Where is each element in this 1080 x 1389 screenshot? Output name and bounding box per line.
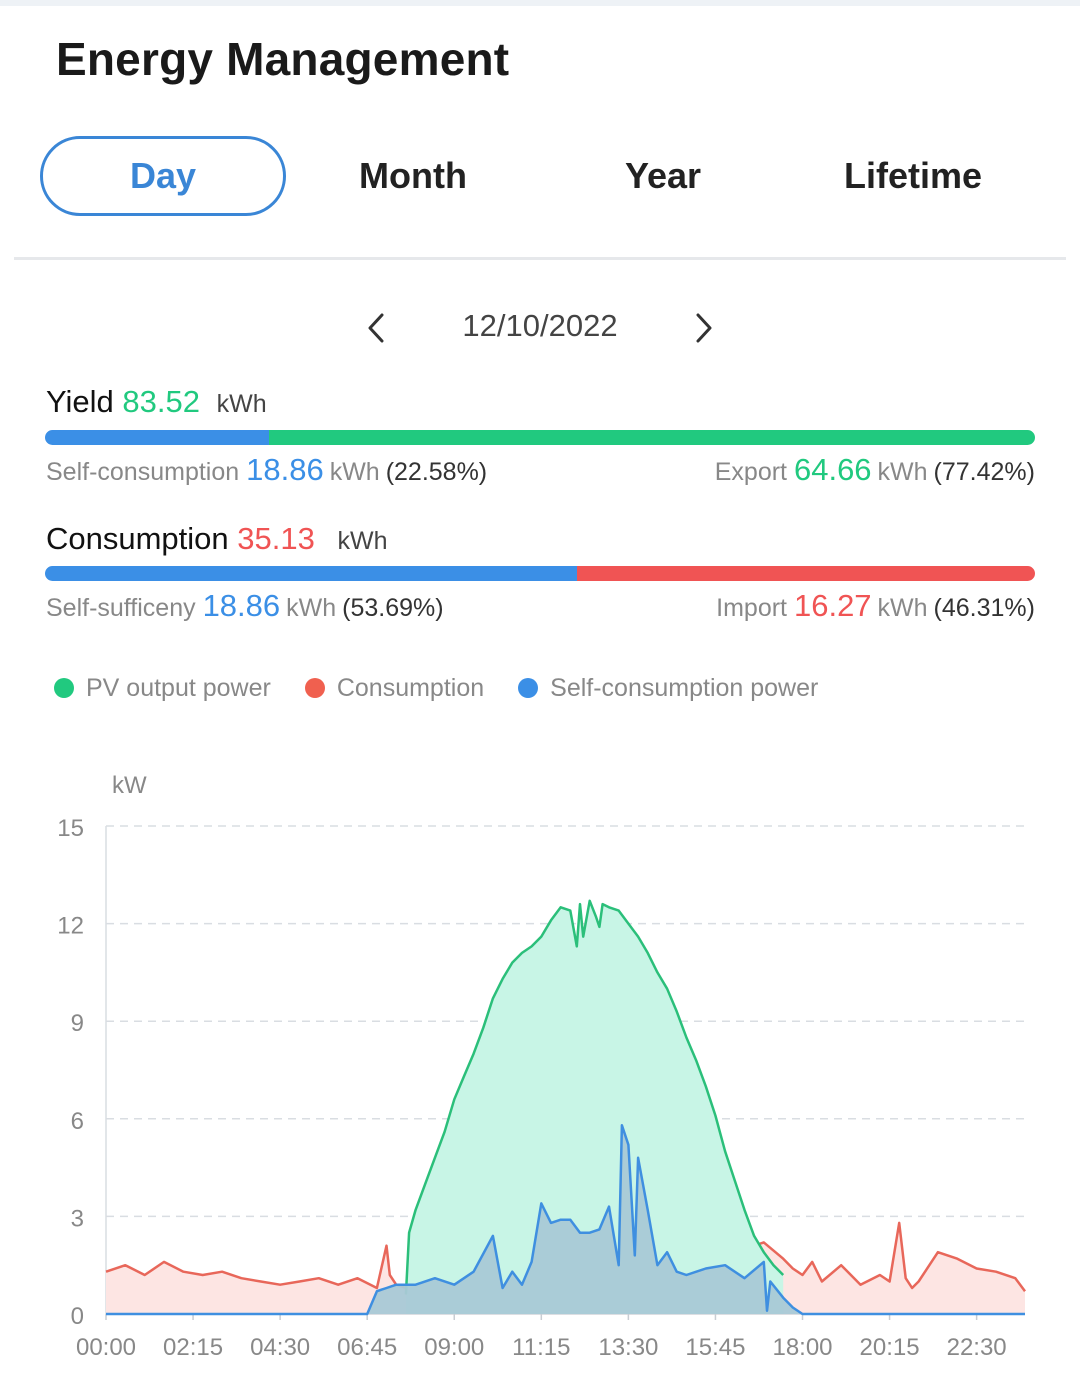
self-consumption-area xyxy=(106,1125,1025,1314)
export-percent: (77.42%) xyxy=(933,458,1035,486)
import-unit: kWh xyxy=(877,594,928,622)
yield-split-bar xyxy=(45,430,1035,445)
current-date: 12/10/2022 xyxy=(462,308,618,343)
import-value: 16.27 xyxy=(793,588,872,623)
legend-dot-consumption xyxy=(304,678,325,698)
legend-dot-pv xyxy=(54,678,74,698)
y-tick-label: 6 xyxy=(71,1108,84,1135)
self-consumption-value: 18.86 xyxy=(246,452,324,487)
self-consumption-unit: kWh xyxy=(329,458,380,486)
consumption-unit: kWh xyxy=(337,527,388,555)
legend-label-pv: PV output power xyxy=(86,673,271,702)
x-tick-label: 13:30 xyxy=(598,1334,658,1361)
consumption-summary: Consumption 35.13 kWh xyxy=(46,521,387,557)
pv-output-area xyxy=(405,900,784,1314)
legend-item-self-consumption[interactable]: Self-consumption power xyxy=(518,674,818,703)
consumption-split-bar xyxy=(45,566,1035,581)
import-percent: (46.31%) xyxy=(933,594,1035,622)
legend-item-consumption[interactable]: Consumption xyxy=(304,673,485,703)
export-stat: Export 64.66 kWh (77.42%) xyxy=(715,452,1035,488)
yield-unit: kWh xyxy=(216,390,267,418)
chevron-left-icon[interactable] xyxy=(358,308,394,348)
self-consumption-percent: (22.58%) xyxy=(385,458,488,486)
export-segment xyxy=(268,430,1035,445)
yield-value: 83.52 xyxy=(122,384,200,419)
legend-label-consumption: Consumption xyxy=(336,673,485,702)
import-stat: Import 16.27 kWh (46.31%) xyxy=(716,588,1035,624)
self-consumption-line xyxy=(106,1124,1025,1316)
self-consumption-stat: Self-consumption 18.86 kWh (22.58%) xyxy=(46,452,487,488)
x-tick-label: 18:00 xyxy=(772,1334,832,1361)
x-tick-label: 22:30 xyxy=(947,1334,1007,1361)
x-tick-label: 02:15 xyxy=(163,1334,223,1361)
legend-item-pv-output[interactable]: PV output power xyxy=(54,674,271,703)
chart-legend: PV output power Consumption Self-consump… xyxy=(54,670,852,706)
y-tick-label: 9 xyxy=(71,1010,84,1037)
y-tick-label: 0 xyxy=(71,1303,84,1330)
tab-lifetime[interactable]: Lifetime xyxy=(843,155,983,196)
self-consumption-segment xyxy=(45,430,269,445)
consumption-label: Consumption xyxy=(46,521,229,556)
x-tick-label: 00:00 xyxy=(76,1334,136,1361)
period-tabs: Day Month Year Lifetime xyxy=(40,136,1040,220)
page-title: Energy Management xyxy=(56,33,510,85)
power-chart: 0 3 6 9 12 15 kW 00:00 02:15 04:30 06:45 09:00 11:15… xyxy=(0,760,1080,1384)
chevron-right-icon[interactable] xyxy=(686,308,722,348)
import-label: Import xyxy=(716,594,788,622)
import-segment xyxy=(576,566,1035,581)
power-chart-svg: 0 3 6 9 12 15 kW 00:00 02:15 04:30 06:45 09:00 11:15… xyxy=(57,772,1027,1361)
y-axis-unit-label: kW xyxy=(112,772,147,799)
self-sufficiency-stat: Self-sufficeny 18.86 kWh (53.69%) xyxy=(46,588,444,624)
legend-label-self-consumption: Self-consumption power xyxy=(550,673,819,702)
y-tick-label: 15 xyxy=(57,815,84,842)
tab-year[interactable]: Year xyxy=(624,155,702,196)
x-tick-label: 04:30 xyxy=(250,1334,310,1361)
consumption-value: 35.13 xyxy=(237,521,315,556)
x-tick-label: 09:00 xyxy=(424,1334,484,1361)
x-tick-label: 11:15 xyxy=(512,1334,570,1361)
self-consumption-label: Self-consumption xyxy=(46,458,240,486)
self-sufficiency-segment xyxy=(45,566,577,581)
tab-month[interactable]: Month xyxy=(359,155,467,196)
x-tick-label: 15:45 xyxy=(685,1334,745,1361)
tab-day[interactable]: Day xyxy=(40,136,286,216)
legend-dot-self-consumption xyxy=(518,678,539,698)
date-navigator: 12/10/2022 xyxy=(0,300,1080,356)
yield-label: Yield xyxy=(46,384,114,419)
self-sufficiency-label: Self-sufficeny xyxy=(46,594,196,622)
x-tick-label: 20:15 xyxy=(860,1334,920,1361)
y-tick-label: 3 xyxy=(71,1205,84,1232)
x-tick-label: 06:45 xyxy=(337,1334,397,1361)
pv-output-line xyxy=(404,899,785,1295)
self-sufficiency-percent: (53.69%) xyxy=(342,594,444,622)
y-tick-label: 12 xyxy=(57,913,84,940)
yield-summary: Yield 83.52 kWh xyxy=(46,384,267,420)
top-strip xyxy=(0,0,1080,6)
consumption-area xyxy=(106,1222,1025,1314)
self-sufficiency-unit: kWh xyxy=(286,594,337,622)
self-sufficiency-value: 18.86 xyxy=(202,588,281,623)
export-unit: kWh xyxy=(877,458,928,486)
export-label: Export xyxy=(714,458,788,486)
export-value: 64.66 xyxy=(793,452,872,487)
divider xyxy=(14,257,1066,260)
